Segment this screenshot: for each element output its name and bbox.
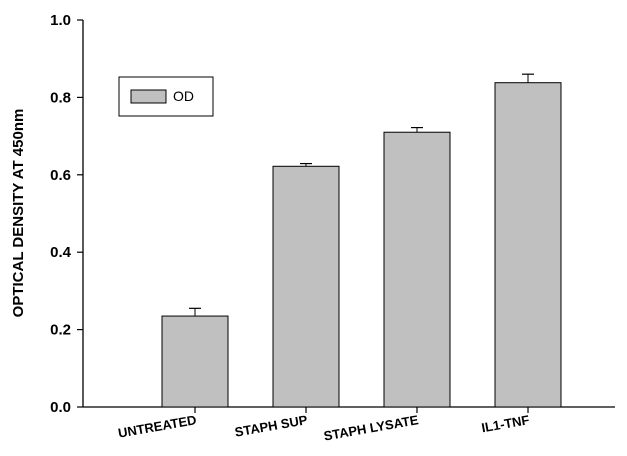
y-ticks: 0.0 0.2 0.4 0.6 0.8 1.0	[50, 12, 83, 416]
bar-staph-sup	[273, 166, 339, 407]
x-category-label: IL1-TNF	[480, 412, 530, 435]
legend: OD	[119, 77, 213, 116]
y-tick-label: 0.8	[50, 89, 71, 106]
bar-il1-tnf	[495, 83, 561, 407]
legend-label-od: OD	[173, 88, 194, 104]
y-tick-label: 0.0	[50, 399, 71, 416]
bars	[162, 74, 561, 413]
x-category-label: UNTREATED	[117, 412, 198, 441]
y-tick-label: 0.2	[50, 322, 71, 339]
y-tick-label: 0.6	[50, 167, 71, 184]
y-tick-label: 1.0	[50, 12, 71, 29]
x-category-label: STAPH LYSATE	[323, 412, 420, 443]
y-tick-label: 0.4	[50, 244, 72, 261]
x-category-label: STAPH SUP	[234, 412, 309, 440]
bar-untreated	[162, 316, 228, 407]
legend-swatch	[131, 90, 166, 103]
bar-staph-lysate	[384, 132, 450, 407]
category-labels: UNTREATED STAPH SUP STAPH LYSATE IL1-TNF	[117, 412, 531, 443]
y-axis-title: OPTICAL DENSITY AT 450nm	[10, 109, 27, 318]
